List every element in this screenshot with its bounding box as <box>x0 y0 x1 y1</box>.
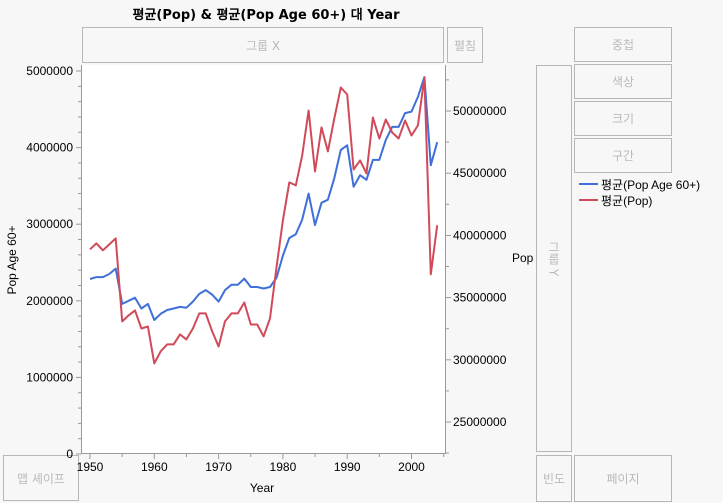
blue-line-swatch-icon <box>579 183 598 185</box>
svg-text:25000000: 25000000 <box>453 415 507 429</box>
svg-text:1980: 1980 <box>270 460 297 474</box>
group-y-zone[interactable]: 그룹 Y <box>536 65 572 452</box>
page-zone[interactable]: 페이지 <box>574 455 672 502</box>
color-zone[interactable]: 색상 <box>574 64 672 99</box>
wrap-zone[interactable]: 펼침 <box>447 27 483 63</box>
plot-area <box>81 65 446 454</box>
svg-text:1970: 1970 <box>205 460 232 474</box>
map-shape-zone[interactable]: 맵 셰이프 <box>3 455 79 501</box>
svg-text:2000: 2000 <box>398 460 425 474</box>
freq-label: 빈도 <box>542 472 566 486</box>
svg-text:Pop Age 60+: Pop Age 60+ <box>5 225 19 294</box>
size-label: 크기 <box>611 112 635 126</box>
size-zone[interactable]: 크기 <box>574 101 672 136</box>
interval-label: 구간 <box>611 149 635 163</box>
freq-zone[interactable]: 빈도 <box>536 455 572 502</box>
legend-item-pop-age-60[interactable]: 평균(Pop Age 60+) <box>579 176 700 192</box>
svg-text:5000000: 5000000 <box>26 64 73 78</box>
svg-text:Pop: Pop <box>512 251 534 265</box>
wrap-label: 펼침 <box>453 38 477 53</box>
overlay-zone[interactable]: 중첩 <box>574 27 672 62</box>
legend: 평균(Pop Age 60+) 평균(Pop) <box>579 176 700 208</box>
overlay-label: 중첩 <box>611 38 635 52</box>
red-line-swatch-icon <box>579 199 598 201</box>
svg-text:45000000: 45000000 <box>453 166 507 180</box>
legend-label: 평균(Pop) <box>601 193 653 208</box>
svg-text:35000000: 35000000 <box>453 291 507 305</box>
svg-text:3000000: 3000000 <box>26 217 73 231</box>
map-shape-label: 맵 셰이프 <box>17 471 65 486</box>
svg-text:1960: 1960 <box>141 460 168 474</box>
svg-text:1990: 1990 <box>334 460 361 474</box>
interval-zone[interactable]: 구간 <box>574 138 672 173</box>
color-label: 색상 <box>611 75 635 89</box>
svg-text:2000000: 2000000 <box>26 294 73 308</box>
group-x-zone[interactable]: 그룹 X <box>82 27 444 63</box>
svg-text:Year: Year <box>250 481 274 495</box>
svg-text:1000000: 1000000 <box>26 370 73 384</box>
chart-title: 평균(Pop) & 평균(Pop Age 60+) 대 Year <box>132 8 400 23</box>
svg-text:40000000: 40000000 <box>453 228 507 242</box>
svg-text:4000000: 4000000 <box>26 141 73 155</box>
svg-text:30000000: 30000000 <box>453 353 507 367</box>
group-y-label: 그룹 Y <box>546 240 561 277</box>
page-label: 페이지 <box>606 472 640 486</box>
svg-text:50000000: 50000000 <box>453 104 507 118</box>
group-x-label: 그룹 X <box>245 38 281 53</box>
svg-text:1950: 1950 <box>77 460 104 474</box>
legend-label: 평균(Pop Age 60+) <box>601 177 701 192</box>
legend-item-pop[interactable]: 평균(Pop) <box>579 192 700 208</box>
